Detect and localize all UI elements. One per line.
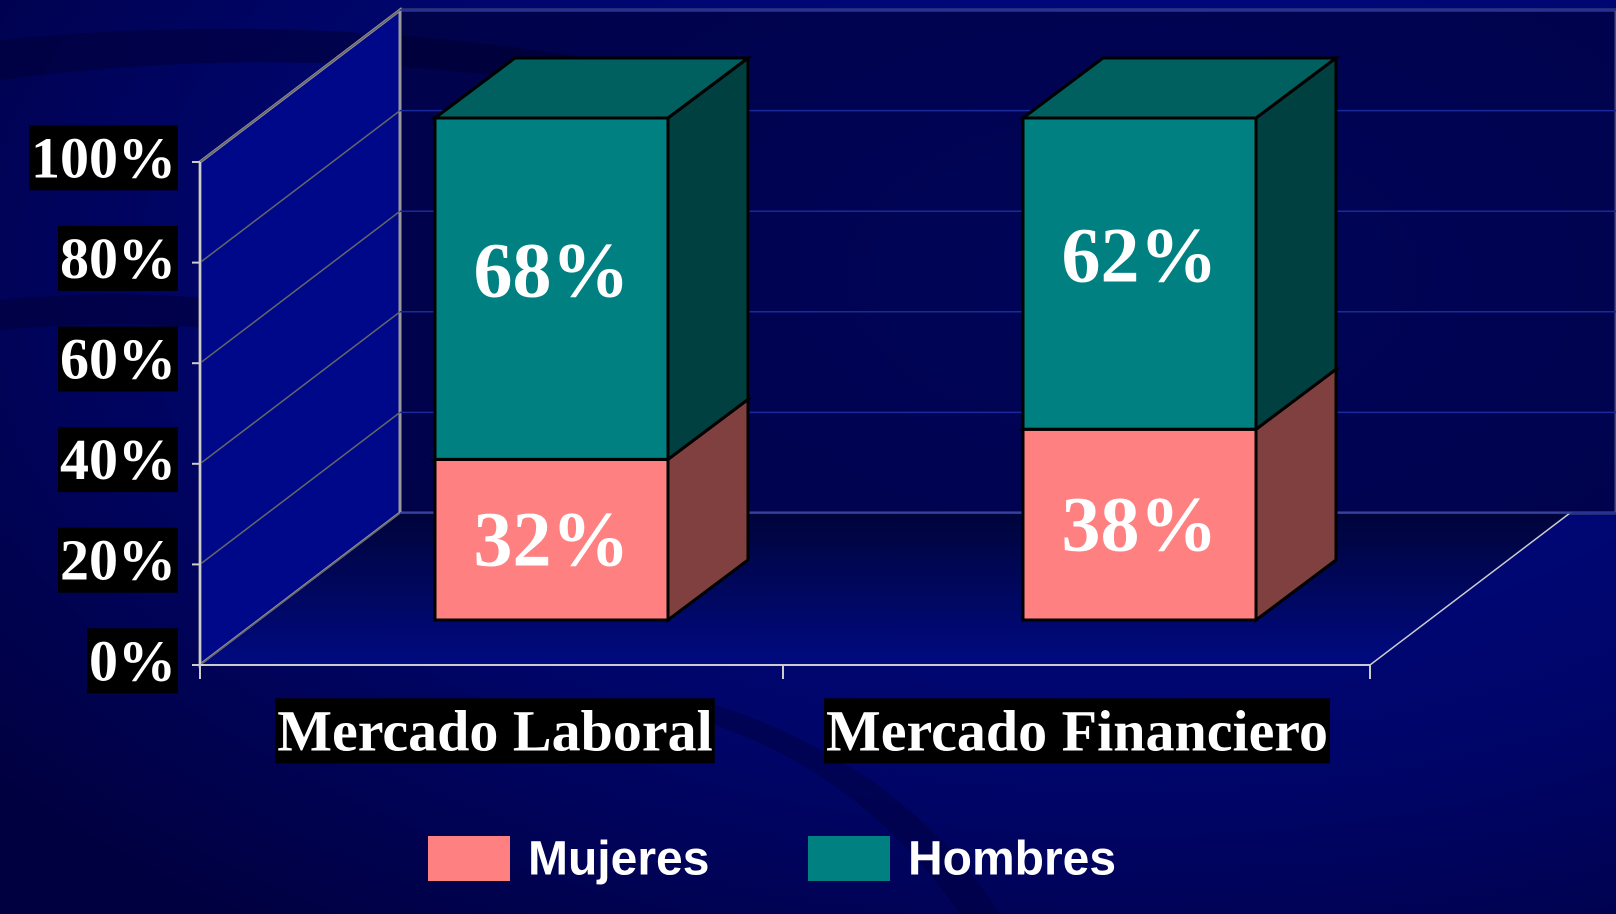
bar xyxy=(1021,427,1258,622)
legend-swatch xyxy=(428,836,510,881)
label-background xyxy=(823,698,1331,764)
label-background xyxy=(275,698,715,764)
y-tick-label: 100% xyxy=(31,125,176,190)
data-label: 68% xyxy=(474,227,630,314)
y-tick-label: 60% xyxy=(60,327,176,392)
bar xyxy=(1021,116,1258,431)
label-background xyxy=(58,527,178,593)
y-tick-label: 40% xyxy=(60,427,176,492)
grid-line xyxy=(199,512,401,666)
grid-line xyxy=(199,110,401,264)
bar-top xyxy=(1018,56,1341,120)
bar xyxy=(433,457,670,622)
y-tick-label: 80% xyxy=(60,226,176,291)
label-background xyxy=(87,628,178,694)
label-background xyxy=(58,326,178,392)
label-background xyxy=(29,125,178,191)
floor xyxy=(197,512,1573,666)
grid-line xyxy=(199,210,401,364)
grid-line xyxy=(199,411,401,565)
data-label: 38% xyxy=(1062,481,1218,568)
bar-side xyxy=(666,55,750,463)
label-background xyxy=(58,427,178,493)
swoosh xyxy=(700,700,1000,914)
y-tick-label: 20% xyxy=(60,528,176,593)
x-tick-label: Mercado Laboral xyxy=(277,698,712,763)
bar-side xyxy=(1254,55,1338,433)
legend-swatch xyxy=(808,836,890,881)
data-label: 32% xyxy=(474,496,630,583)
bar-top xyxy=(430,56,753,120)
grid-line xyxy=(199,311,401,465)
legend-label: Mujeres xyxy=(528,833,709,886)
x-tick-label: Mercado Financiero xyxy=(826,698,1328,763)
data-label: 62% xyxy=(1062,212,1218,299)
grid-line xyxy=(199,9,401,163)
y-tick-label: 0% xyxy=(89,628,176,693)
label-background xyxy=(58,225,178,291)
legend-label: Hombres xyxy=(908,833,1116,886)
